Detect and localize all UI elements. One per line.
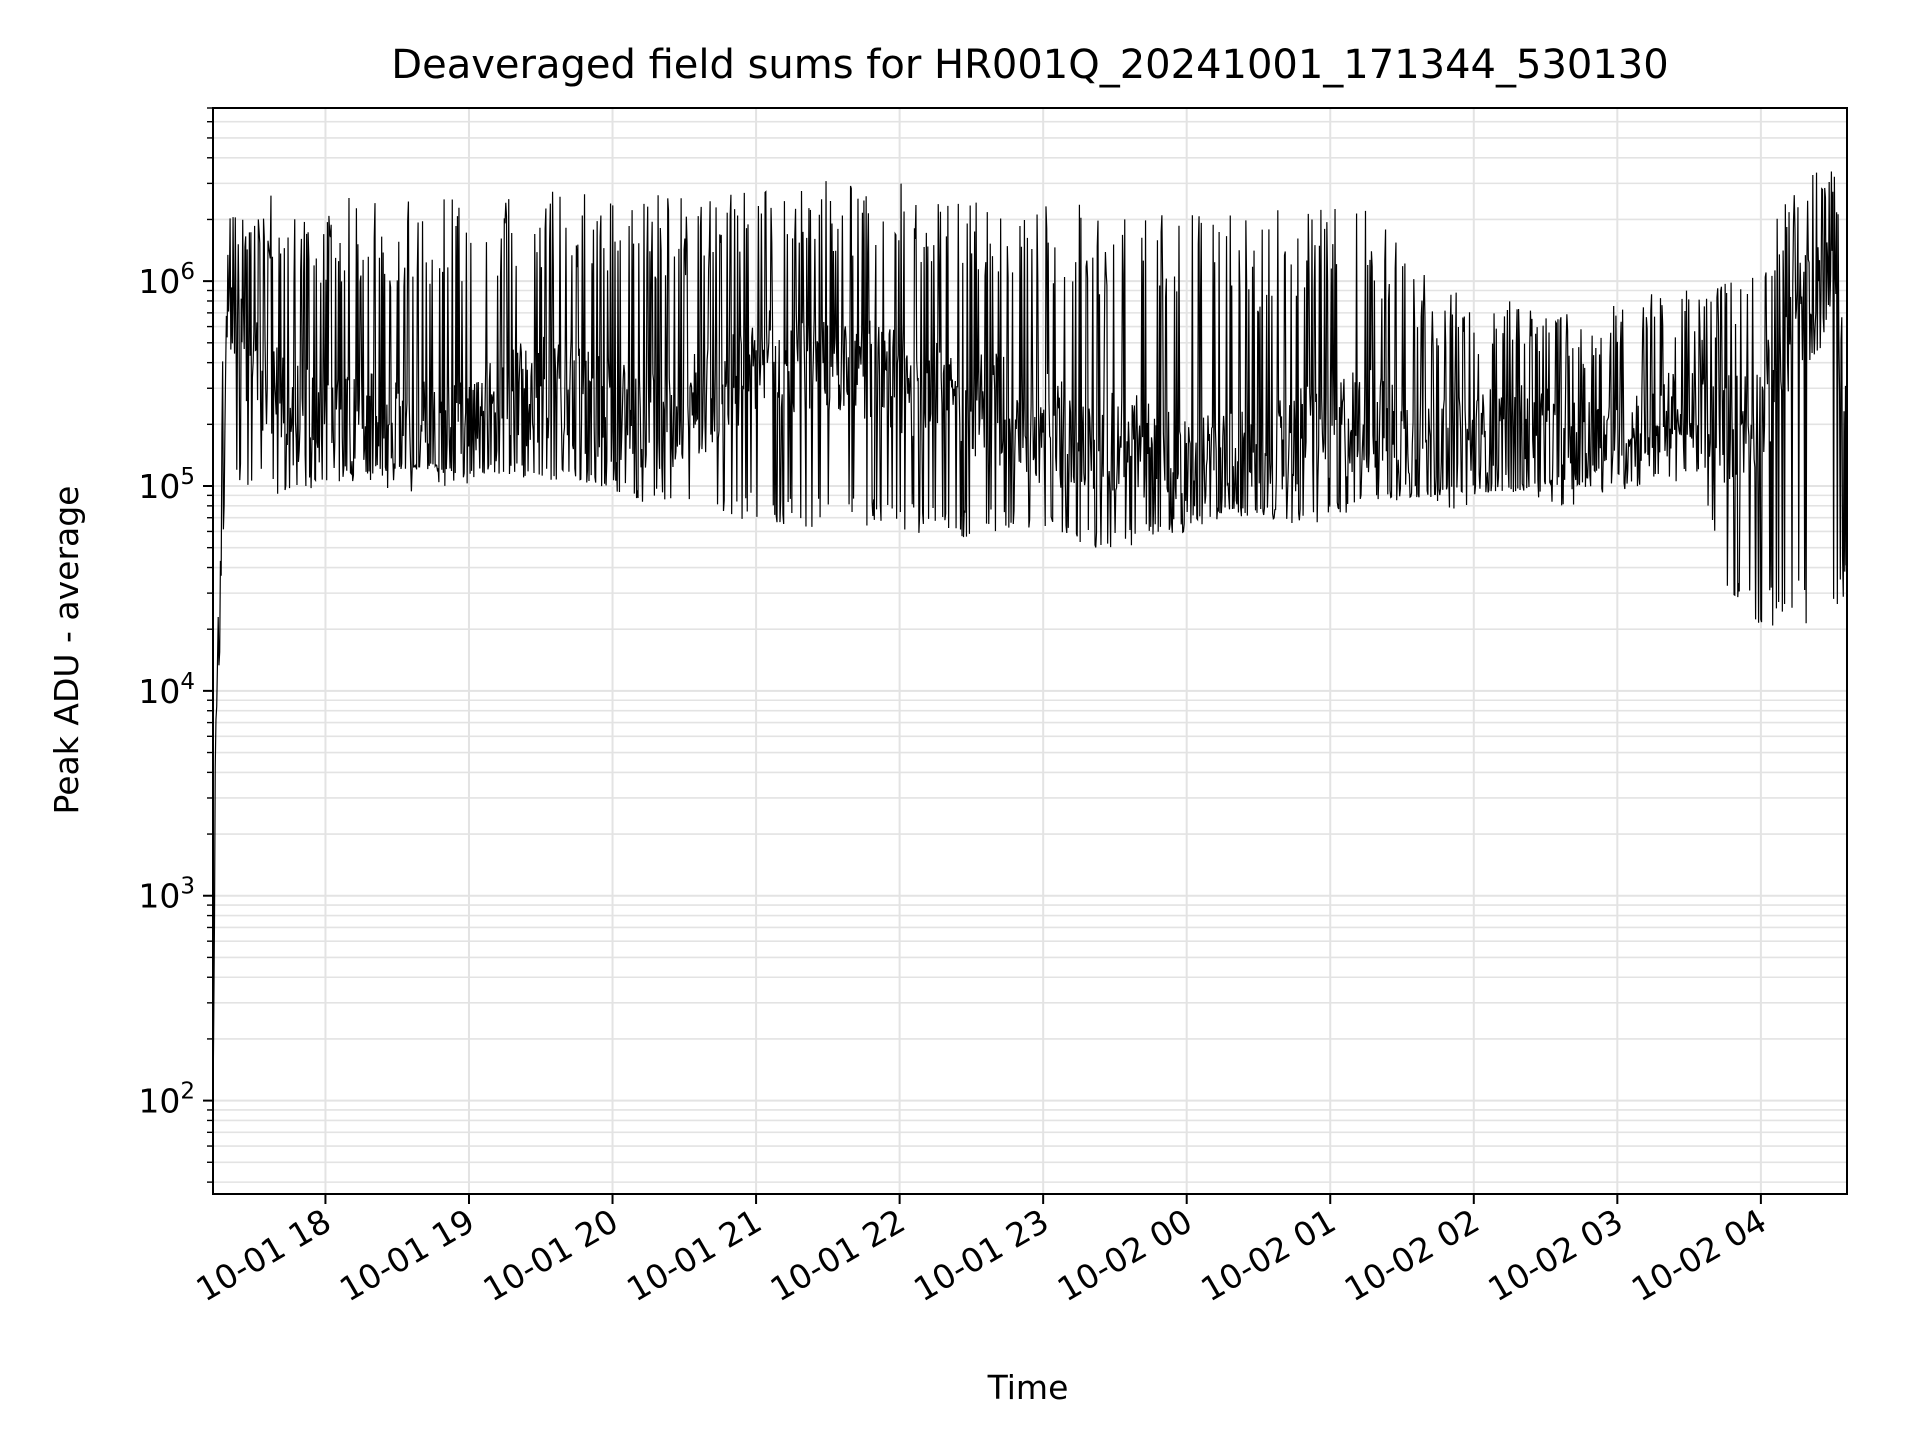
series-line (212, 171, 1848, 1107)
x-tick-label: 10-01 22 (764, 1201, 912, 1309)
x-tick-label: 10-02 01 (1194, 1201, 1342, 1309)
y-tick-label-exponent: 2 (180, 1079, 195, 1105)
y-tick-label-base: 10 (138, 467, 180, 506)
y-tick-label-base: 10 (138, 1082, 180, 1121)
y-tick-label: 106 (138, 259, 195, 301)
y-tick-label: 103 (138, 874, 195, 916)
y-tick-label-exponent: 4 (180, 669, 195, 695)
y-tick-label-base: 10 (138, 672, 180, 711)
chart-title: Deaveraged field sums for HR001Q_2024100… (391, 42, 1668, 88)
y-tick-label: 104 (138, 669, 195, 711)
x-tick-label: 10-01 19 (333, 1201, 481, 1309)
y-tick-label: 105 (138, 464, 195, 506)
y-tick-label: 102 (138, 1079, 195, 1121)
x-tick-label: 10-01 20 (477, 1201, 625, 1309)
x-axis-label: Time (987, 1368, 1069, 1407)
y-tick-label-base: 10 (138, 262, 180, 301)
y-tick-label-exponent: 6 (180, 259, 195, 285)
x-tick-label: 10-01 21 (620, 1201, 768, 1309)
x-tick-label: 10-01 18 (189, 1201, 337, 1309)
x-tick-label: 10-02 00 (1051, 1201, 1199, 1309)
y-tick-label-base: 10 (138, 877, 180, 916)
x-tick-label: 10-02 02 (1338, 1201, 1486, 1309)
plot-frame (212, 107, 1848, 1195)
x-tick-label: 10-02 04 (1625, 1201, 1773, 1309)
grid (213, 107, 1847, 1194)
x-tick-label: 10-01 23 (907, 1201, 1055, 1309)
x-tick-label: 10-02 03 (1481, 1201, 1629, 1309)
y-tick-label-exponent: 3 (180, 874, 195, 900)
y-tick-label-exponent: 5 (180, 464, 195, 490)
series-line-group (212, 171, 1848, 1107)
y-axis-label: Peak ADU - average (47, 486, 86, 815)
